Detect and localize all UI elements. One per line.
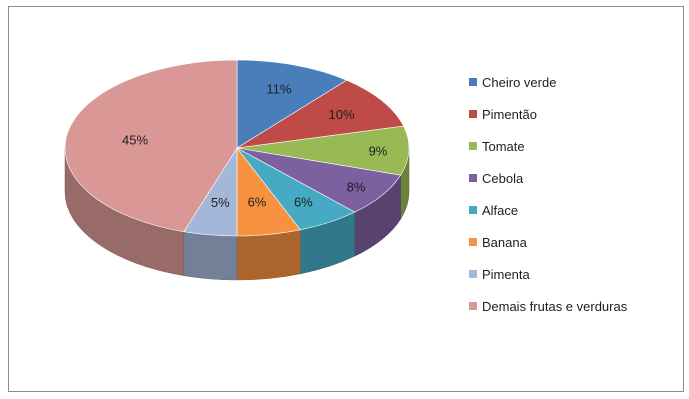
slice-label-layer: 11% 10% 9% 8% 6% 6% 5% 45% [122,81,388,210]
slice-percent-label: 11% [266,81,291,96]
legend-entry-label: Banana [482,235,528,250]
legend: Cheiro verde Pimentão Tomate Cebola Alface Ba… [469,75,628,314]
slice-percent-label: 5% [211,195,230,210]
legend-entry-label: Pimentão [482,107,537,122]
legend-swatch [469,142,477,150]
legend-entry-label: Pimenta [482,267,530,282]
legend-entry-label: Alface [482,203,518,218]
slice-percent-label: 45% [122,133,148,148]
pie-side-6 [236,229,301,281]
pie-chart: 11% 10% 9% 8% 6% 6% 5% 45% Cheiro verde Pimentão… [64,59,628,314]
legend-entry-label: Demais frutas e verduras [482,299,628,314]
legend-entry-label: Tomate [482,139,525,154]
pie-depth-layer [64,147,410,281]
slice-percent-label: 6% [248,195,267,210]
legend-entry-label: Cebola [482,171,524,186]
legend-swatch [469,302,477,310]
chart-frame: 11% 10% 9% 8% 6% 6% 5% 45% Cheiro verde Pimentão… [8,6,684,392]
pie-side-7 [183,231,238,281]
legend-swatch [469,174,477,182]
pie-slice-8 [64,59,238,233]
pie-slice-1 [236,59,348,149]
slice-percent-label: 9% [369,143,388,158]
legend-swatch [469,238,477,246]
slice-percent-label: 10% [329,107,355,122]
pie-slice-2 [236,79,405,149]
slice-percent-label: 6% [294,194,313,209]
legend-swatch [469,78,477,86]
legend-swatch [469,110,477,118]
slice-percent-label: 8% [347,180,366,195]
pie-top-layer [64,59,410,237]
legend-entry-label: Cheiro verde [482,75,556,90]
legend-swatch [469,270,477,278]
pie-slice-3 [236,125,410,176]
legend-swatch [469,206,477,214]
